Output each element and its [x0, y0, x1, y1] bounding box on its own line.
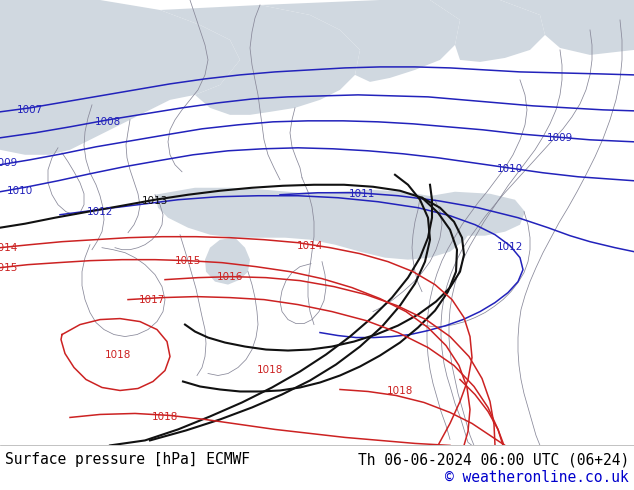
Polygon shape: [420, 192, 525, 236]
Polygon shape: [500, 0, 634, 55]
Text: © weatheronline.co.uk: © weatheronline.co.uk: [445, 470, 629, 485]
Text: 1018: 1018: [105, 349, 131, 360]
Text: 1018: 1018: [152, 413, 178, 422]
Polygon shape: [160, 5, 360, 115]
Text: 1014: 1014: [297, 241, 323, 251]
Text: 1015: 1015: [0, 263, 18, 272]
Text: 1009: 1009: [547, 133, 573, 143]
Polygon shape: [260, 0, 460, 82]
Polygon shape: [380, 0, 545, 62]
Polygon shape: [205, 238, 250, 285]
Polygon shape: [155, 188, 475, 260]
Text: 1008: 1008: [95, 117, 121, 127]
Text: 1018: 1018: [257, 365, 283, 374]
Text: 1012: 1012: [87, 207, 113, 217]
Polygon shape: [0, 0, 240, 155]
Text: Surface pressure [hPa] ECMWF: Surface pressure [hPa] ECMWF: [5, 452, 250, 467]
Text: 1011: 1011: [349, 189, 375, 199]
Text: 1009: 1009: [0, 158, 18, 168]
Text: 1010: 1010: [497, 164, 523, 174]
Text: 1017: 1017: [139, 294, 165, 305]
Text: 1018: 1018: [387, 387, 413, 396]
Text: 1015: 1015: [175, 256, 201, 266]
Text: 1014: 1014: [0, 243, 18, 253]
Text: 1013: 1013: [142, 196, 168, 206]
Text: 1010: 1010: [7, 186, 33, 196]
Text: 1007: 1007: [17, 105, 43, 115]
Text: 1016: 1016: [217, 271, 243, 282]
Text: Th 06-06-2024 06:00 UTC (06+24): Th 06-06-2024 06:00 UTC (06+24): [358, 452, 629, 467]
Text: 1012: 1012: [497, 242, 523, 252]
